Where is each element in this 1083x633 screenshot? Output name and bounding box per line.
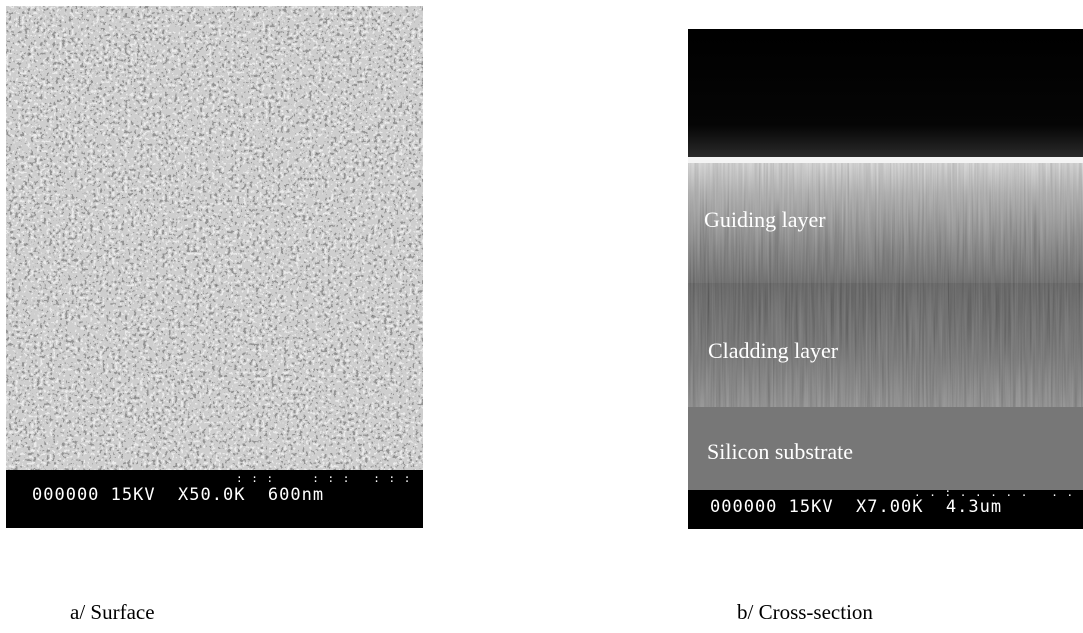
cross-section-image xyxy=(688,29,1083,490)
columnar-streaks xyxy=(688,163,1083,407)
sem-info-text: 000000 15KV X50.0K 600nm xyxy=(32,485,325,505)
pore-texture xyxy=(6,6,423,470)
surface-edge xyxy=(688,157,1083,163)
guiding-layer-label: Guiding layer xyxy=(704,207,826,232)
scale-dots: . . : . . . . . . . . xyxy=(914,486,1083,499)
substrate-label: Silicon substrate xyxy=(707,439,854,464)
porous-surface-image xyxy=(6,6,423,470)
cross-section-micrograph: Guiding layer Cladding layer Silicon sub… xyxy=(688,29,1083,529)
sem-info-bar: : : : : : : : : : 000000 15KV X50.0K 600… xyxy=(6,470,423,528)
surface-micrograph: : : : : : : : : : 000000 15KV X50.0K 600… xyxy=(6,6,423,528)
caption-surface: a/ Surface xyxy=(70,600,155,624)
vacuum-region xyxy=(688,29,1083,157)
sem-info-text: 000000 15KV X7.00K 4.3um xyxy=(710,497,1003,517)
caption-cross-section: b/ Cross-section xyxy=(737,600,873,624)
substrate-region xyxy=(688,407,1083,490)
sem-info-bar: . . : . . . . . . . . 000000 15KV X7.00K… xyxy=(688,486,1083,529)
cladding-layer-label: Cladding layer xyxy=(708,338,839,363)
scale-dots: : : : : : : : : : xyxy=(236,472,412,485)
